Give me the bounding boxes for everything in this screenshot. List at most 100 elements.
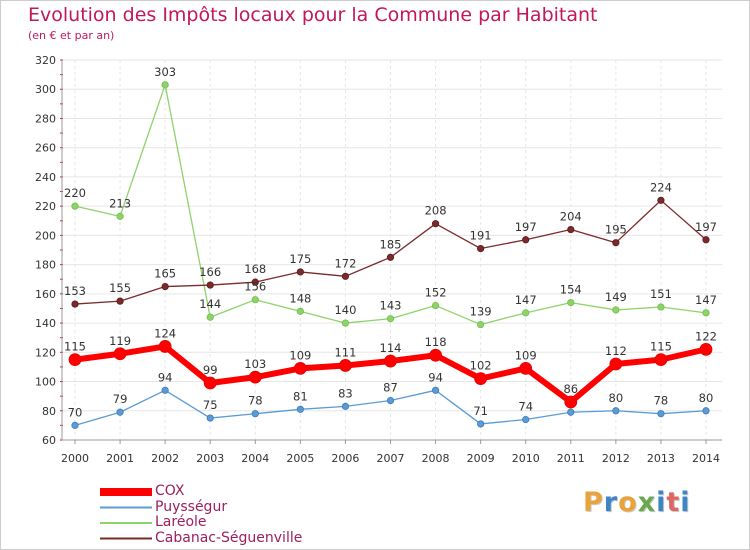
x-tick-label: 2006 — [331, 452, 359, 465]
y-tick-label: 260 — [35, 142, 56, 155]
data-point-cabanac-s-guenville — [431, 220, 440, 228]
y-tick-label: 320 — [35, 54, 56, 67]
data-point-cox — [429, 348, 442, 362]
x-tick-label: 2004 — [241, 452, 269, 465]
data-point-cox — [113, 347, 127, 361]
data-label-lar-ole: 147 — [695, 293, 717, 307]
data-label-lar-ole: 148 — [289, 291, 311, 305]
data-point-puyss-gur — [522, 415, 530, 424]
data-label-cabanac-s-guenville: 204 — [560, 210, 582, 224]
data-point-puyss-gur — [71, 421, 79, 429]
data-label-cox: 112 — [605, 344, 627, 358]
y-tick-label: 60 — [42, 434, 56, 447]
logo-letter: i — [656, 487, 667, 518]
data-label-puyss-gur: 74 — [518, 400, 533, 414]
logo-letter: t — [666, 487, 681, 518]
data-label-cox: 102 — [470, 359, 492, 373]
data-point-lar-ole — [206, 313, 214, 321]
data-label-cabanac-s-guenville: 172 — [334, 256, 356, 270]
data-label-cabanac-s-guenville: 166 — [199, 265, 221, 279]
legend-label-cabanac-s-guenville: Cabanac-Séguenville — [155, 529, 303, 546]
data-label-lar-ole: 152 — [425, 286, 447, 300]
data-point-lar-ole — [657, 303, 665, 311]
y-tick-label: 100 — [35, 376, 56, 389]
data-point-cabanac-s-guenville — [612, 239, 620, 247]
data-point-cabanac-s-guenville — [206, 281, 214, 289]
y-tick-label: 180 — [35, 259, 56, 272]
data-point-puyss-gur — [431, 386, 440, 394]
data-label-cox: 114 — [380, 341, 402, 355]
data-point-cox — [339, 359, 352, 372]
data-label-lar-ole: 156 — [244, 280, 266, 294]
logo-letter: x — [637, 487, 657, 518]
x-tick-label: 2012 — [602, 452, 630, 465]
data-point-lar-ole — [386, 315, 395, 323]
data-point-cox — [474, 372, 488, 386]
data-point-puyss-gur — [612, 407, 620, 415]
data-point-cox — [158, 340, 172, 353]
data-point-puyss-gur — [386, 396, 395, 405]
data-label-puyss-gur: 78 — [654, 394, 669, 408]
x-tick-label: 2013 — [647, 452, 675, 465]
data-point-cabanac-s-guenville — [71, 300, 79, 308]
data-label-puyss-gur: 79 — [113, 392, 128, 406]
data-point-puyss-gur — [657, 410, 665, 418]
data-point-cox — [564, 395, 578, 409]
data-label-puyss-gur: 80 — [609, 391, 624, 405]
data-label-cabanac-s-guenville: 175 — [289, 252, 311, 266]
x-tick-label: 2003 — [196, 452, 224, 465]
data-label-lar-ole: 144 — [199, 297, 221, 311]
data-label-puyss-gur: 80 — [699, 391, 714, 405]
data-point-lar-ole — [251, 296, 259, 304]
data-label-cox: 103 — [244, 357, 266, 371]
data-point-lar-ole — [567, 299, 575, 307]
data-label-cox: 115 — [650, 340, 672, 354]
data-point-cabanac-s-guenville — [522, 236, 530, 244]
logo-letter: o — [618, 487, 638, 518]
data-point-lar-ole — [161, 81, 169, 89]
data-label-puyss-gur: 94 — [158, 370, 173, 384]
data-point-cabanac-s-guenville — [116, 297, 124, 305]
data-point-puyss-gur — [251, 410, 259, 418]
data-point-puyss-gur — [206, 414, 214, 422]
data-label-cox: 119 — [109, 334, 131, 348]
x-tick-label: 2011 — [557, 452, 585, 465]
data-point-puyss-gur — [161, 386, 169, 394]
data-label-lar-ole: 140 — [334, 303, 356, 317]
data-label-puyss-gur: 94 — [428, 370, 443, 384]
data-point-puyss-gur — [477, 420, 485, 428]
data-label-cox: 115 — [64, 340, 86, 354]
data-point-cox — [519, 361, 533, 375]
x-tick-label: 2008 — [422, 452, 450, 465]
data-label-cox: 124 — [154, 326, 176, 340]
data-label-cabanac-s-guenville: 165 — [154, 267, 176, 281]
data-label-cox: 99 — [203, 363, 218, 377]
data-point-cox — [699, 342, 713, 356]
legend-label-puyss-gur: Puysségur — [155, 498, 228, 515]
y-tick-label: 280 — [35, 112, 56, 125]
data-label-lar-ole: 149 — [605, 290, 627, 304]
data-label-cox: 118 — [425, 335, 447, 349]
y-tick-label: 160 — [35, 288, 56, 301]
data-label-cabanac-s-guenville: 185 — [380, 237, 402, 251]
data-point-cabanac-s-guenville — [702, 236, 710, 244]
data-label-cox: 111 — [334, 345, 356, 359]
data-label-puyss-gur: 81 — [293, 389, 308, 403]
data-point-cabanac-s-guenville — [341, 272, 350, 280]
x-tick-label: 2007 — [377, 452, 405, 465]
data-point-lar-ole — [522, 309, 530, 317]
logo-letter: r — [603, 487, 619, 518]
data-label-puyss-gur: 71 — [473, 404, 488, 418]
data-point-lar-ole — [477, 320, 485, 329]
data-label-lar-ole: 139 — [470, 305, 492, 319]
data-point-cabanac-s-guenville — [386, 253, 395, 261]
data-label-cox: 122 — [695, 329, 717, 343]
x-tick-label: 2010 — [512, 452, 540, 465]
data-point-puyss-gur — [341, 402, 350, 410]
data-point-cox — [248, 370, 262, 384]
data-point-cabanac-s-guenville — [296, 268, 304, 276]
data-label-cabanac-s-guenville: 155 — [109, 281, 131, 295]
data-label-cox: 109 — [289, 348, 311, 362]
data-label-lar-ole: 303 — [154, 65, 176, 79]
